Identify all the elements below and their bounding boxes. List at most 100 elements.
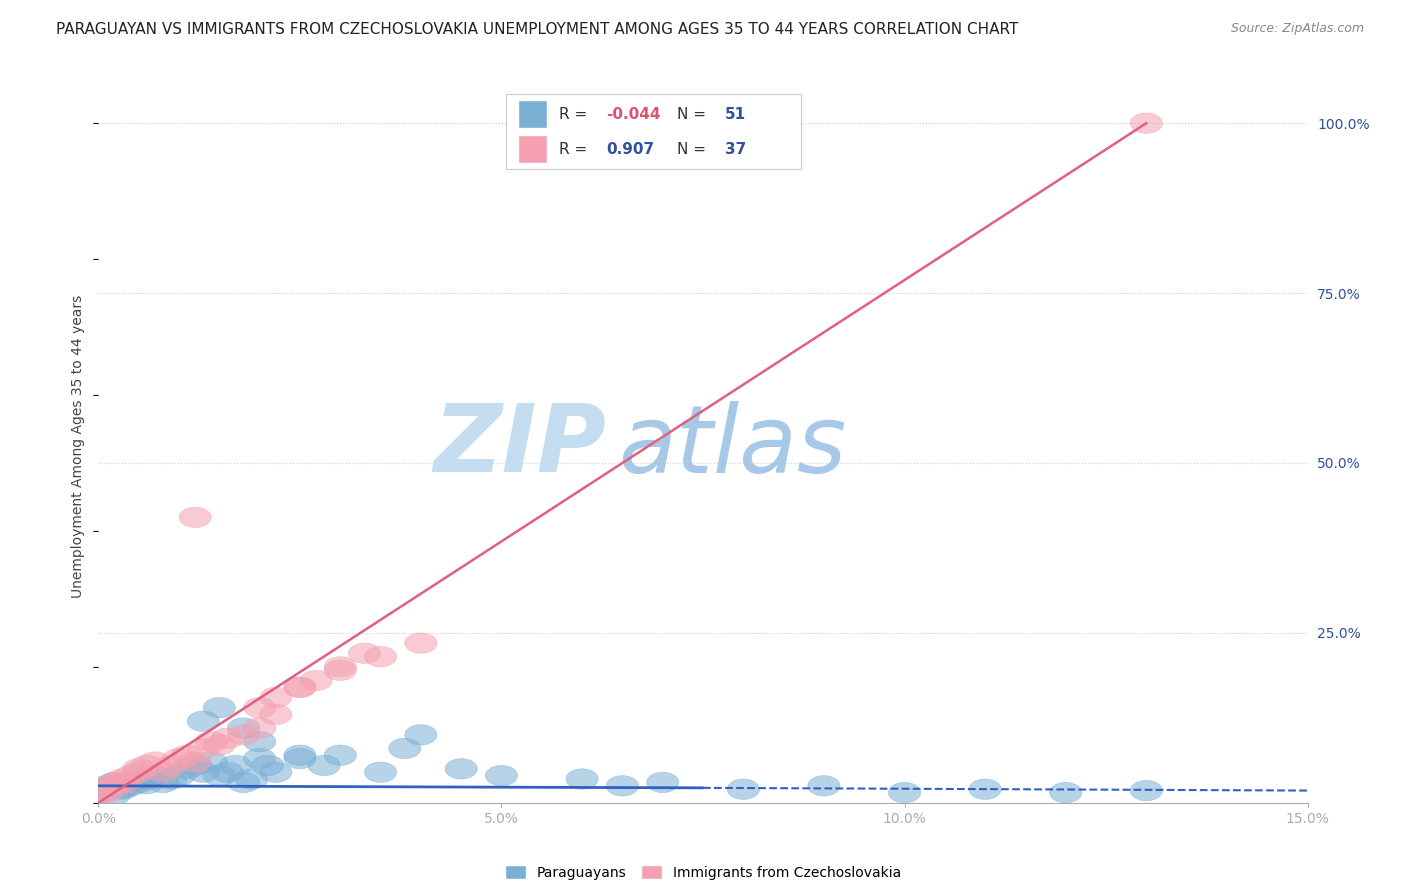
Ellipse shape	[83, 779, 114, 799]
Ellipse shape	[155, 756, 187, 776]
Bar	[517, 136, 547, 162]
Ellipse shape	[284, 745, 316, 765]
Ellipse shape	[325, 660, 356, 681]
Ellipse shape	[1130, 113, 1163, 134]
Ellipse shape	[260, 705, 292, 724]
Text: Source: ZipAtlas.com: Source: ZipAtlas.com	[1230, 22, 1364, 36]
Ellipse shape	[83, 782, 114, 803]
Ellipse shape	[98, 772, 131, 793]
Ellipse shape	[228, 772, 260, 793]
Ellipse shape	[260, 762, 292, 782]
Ellipse shape	[204, 698, 235, 718]
Text: N =: N =	[678, 142, 711, 156]
Ellipse shape	[235, 769, 267, 789]
Ellipse shape	[1050, 782, 1081, 803]
Ellipse shape	[889, 782, 921, 803]
Ellipse shape	[187, 739, 219, 758]
Ellipse shape	[446, 758, 477, 779]
Ellipse shape	[90, 780, 122, 801]
Ellipse shape	[131, 773, 163, 794]
Ellipse shape	[228, 724, 260, 745]
Ellipse shape	[204, 735, 235, 756]
Ellipse shape	[284, 748, 316, 769]
Ellipse shape	[122, 762, 155, 782]
Ellipse shape	[98, 784, 131, 805]
Ellipse shape	[114, 765, 146, 786]
Ellipse shape	[243, 748, 276, 769]
Ellipse shape	[122, 758, 155, 779]
Ellipse shape	[107, 778, 139, 798]
Ellipse shape	[83, 784, 114, 805]
Ellipse shape	[114, 776, 146, 796]
Ellipse shape	[146, 762, 179, 782]
Text: 0.907: 0.907	[606, 142, 655, 156]
Text: 37: 37	[724, 142, 747, 156]
Ellipse shape	[187, 762, 219, 782]
Ellipse shape	[243, 698, 276, 718]
Text: R =: R =	[560, 107, 592, 121]
Ellipse shape	[243, 731, 276, 752]
Ellipse shape	[163, 765, 195, 786]
Ellipse shape	[606, 776, 638, 796]
Ellipse shape	[808, 776, 839, 796]
Ellipse shape	[122, 772, 155, 793]
Ellipse shape	[90, 782, 122, 803]
Y-axis label: Unemployment Among Ages 35 to 44 years: Unemployment Among Ages 35 to 44 years	[72, 294, 86, 598]
Ellipse shape	[284, 677, 316, 698]
Ellipse shape	[90, 778, 122, 798]
Text: 51: 51	[724, 107, 745, 121]
Ellipse shape	[107, 779, 139, 799]
Text: -0.044: -0.044	[606, 107, 661, 121]
Text: N =: N =	[678, 107, 711, 121]
Ellipse shape	[90, 776, 122, 796]
Ellipse shape	[122, 769, 155, 789]
Ellipse shape	[146, 772, 179, 793]
Ellipse shape	[98, 772, 131, 793]
Ellipse shape	[211, 728, 243, 748]
Ellipse shape	[179, 752, 211, 772]
Ellipse shape	[364, 762, 396, 782]
Ellipse shape	[172, 758, 204, 779]
Ellipse shape	[195, 731, 228, 752]
Ellipse shape	[299, 670, 332, 690]
Ellipse shape	[388, 739, 420, 758]
Ellipse shape	[325, 657, 356, 677]
Ellipse shape	[211, 762, 243, 782]
Ellipse shape	[187, 711, 219, 731]
Ellipse shape	[727, 779, 759, 799]
Ellipse shape	[204, 765, 235, 786]
Text: ZIP: ZIP	[433, 400, 606, 492]
Ellipse shape	[107, 769, 139, 789]
Ellipse shape	[163, 748, 195, 769]
Ellipse shape	[308, 756, 340, 776]
Ellipse shape	[252, 756, 284, 776]
Ellipse shape	[83, 780, 114, 801]
Ellipse shape	[647, 772, 679, 793]
Text: atlas: atlas	[619, 401, 846, 491]
Ellipse shape	[284, 677, 316, 698]
Ellipse shape	[1130, 780, 1163, 801]
Ellipse shape	[228, 718, 260, 739]
Ellipse shape	[179, 756, 211, 776]
Ellipse shape	[195, 752, 228, 772]
Ellipse shape	[107, 773, 139, 794]
Ellipse shape	[567, 769, 598, 789]
Ellipse shape	[325, 745, 356, 765]
Ellipse shape	[219, 756, 252, 776]
Ellipse shape	[364, 647, 396, 667]
Ellipse shape	[139, 752, 172, 772]
Ellipse shape	[485, 765, 517, 786]
Ellipse shape	[969, 779, 1001, 799]
Ellipse shape	[243, 718, 276, 739]
Text: R =: R =	[560, 142, 592, 156]
Ellipse shape	[155, 769, 187, 789]
Text: PARAGUAYAN VS IMMIGRANTS FROM CZECHOSLOVAKIA UNEMPLOYMENT AMONG AGES 35 TO 44 YE: PARAGUAYAN VS IMMIGRANTS FROM CZECHOSLOV…	[56, 22, 1018, 37]
Ellipse shape	[349, 643, 381, 664]
Ellipse shape	[131, 756, 163, 776]
Ellipse shape	[405, 633, 437, 653]
Ellipse shape	[179, 508, 211, 527]
Bar	[517, 101, 547, 128]
Ellipse shape	[260, 687, 292, 707]
Legend: Paraguayans, Immigrants from Czechoslovakia: Paraguayans, Immigrants from Czechoslova…	[499, 860, 907, 886]
Ellipse shape	[98, 776, 131, 796]
